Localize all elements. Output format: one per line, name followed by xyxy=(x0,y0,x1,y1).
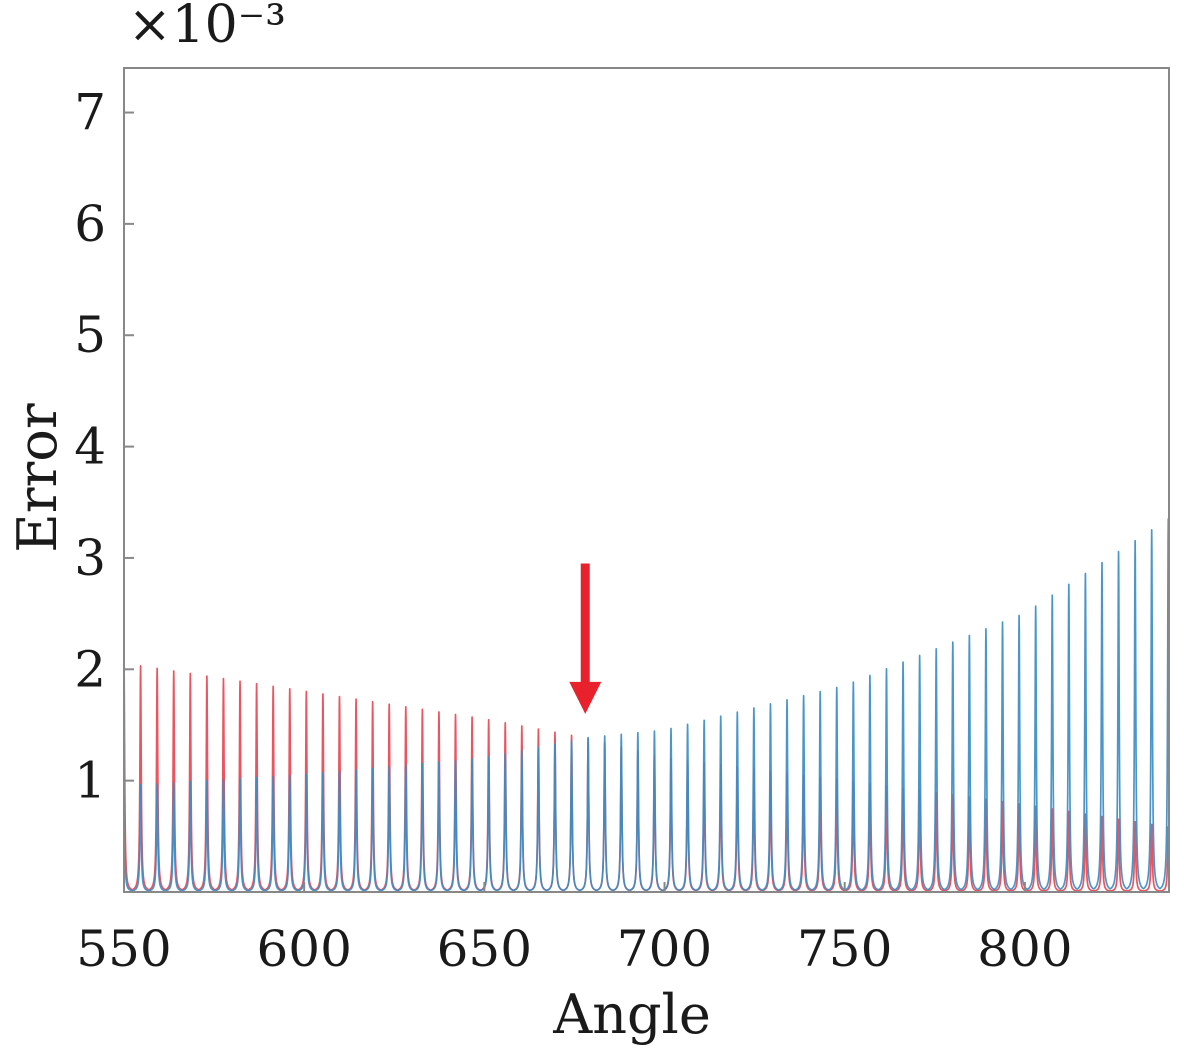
series-layer xyxy=(123,518,1170,892)
arrow-head xyxy=(569,681,602,714)
x-axis-title: Angle xyxy=(552,983,711,1046)
y-tick-label: 3 xyxy=(74,529,106,587)
plot-background xyxy=(124,68,1169,892)
plot-frame xyxy=(123,67,1170,893)
annotation-layer xyxy=(569,563,602,714)
x-tick-label: 650 xyxy=(437,920,532,978)
series-line-2 xyxy=(123,518,1170,892)
x-tick-label: 550 xyxy=(76,920,171,978)
y-tick-label: 2 xyxy=(74,640,106,698)
y-tick-label: 5 xyxy=(74,306,106,364)
y-axis-title: Error xyxy=(6,403,69,553)
y-axis-multiplier: ×10⁻³ xyxy=(128,0,286,55)
y-tick-label: 1 xyxy=(74,752,106,810)
x-tick-label: 800 xyxy=(977,920,1072,978)
y-tick-label: 6 xyxy=(74,195,106,253)
y-tick-label: 4 xyxy=(74,418,106,476)
x-tick-label: 750 xyxy=(797,920,892,978)
y-tick-label: 7 xyxy=(74,84,106,142)
x-tick-label: 600 xyxy=(256,920,351,978)
tick-layer: 550 600 650 700 750 800 1 2 3 4 5 6 7 xyxy=(74,84,1072,978)
x-tick-label: 700 xyxy=(617,920,712,978)
